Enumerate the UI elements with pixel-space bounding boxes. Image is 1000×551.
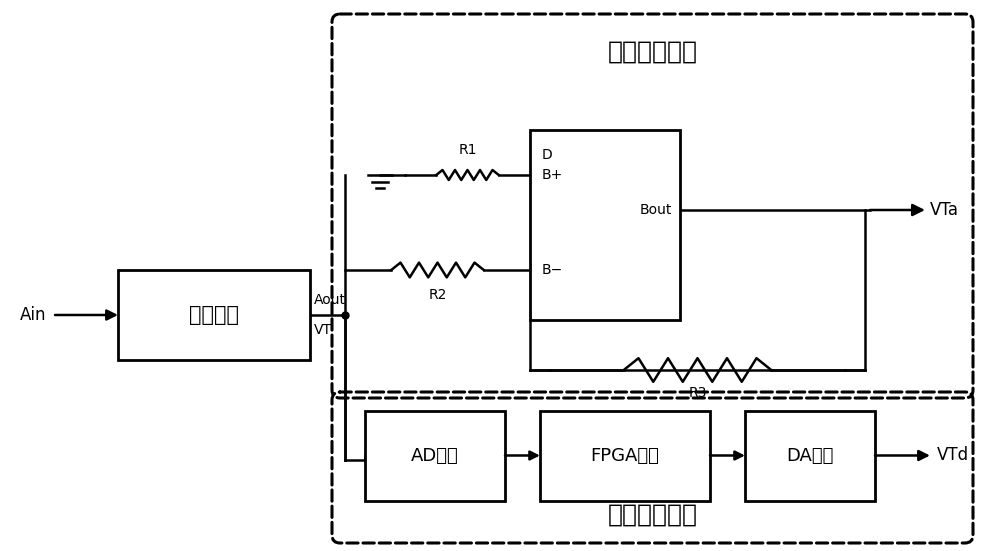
Text: Aout: Aout	[314, 293, 346, 307]
Bar	[745, 410, 875, 500]
Text: Bout: Bout	[640, 203, 672, 217]
Text: R1: R1	[458, 143, 477, 157]
Text: 模拟温补电路: 模拟温补电路	[608, 40, 698, 64]
Text: B+: B+	[542, 168, 563, 182]
Text: 数字温补电路: 数字温补电路	[608, 503, 698, 527]
Text: FPGA模块: FPGA模块	[591, 446, 659, 464]
Text: VTa: VTa	[930, 201, 959, 219]
Bar	[540, 410, 710, 500]
Text: D: D	[542, 148, 553, 162]
Text: VT: VT	[314, 323, 332, 337]
Text: DA模块: DA模块	[786, 446, 834, 464]
Text: 测温电路: 测温电路	[189, 305, 239, 325]
Text: R2: R2	[428, 288, 447, 302]
Text: VTd: VTd	[937, 446, 969, 464]
Bar	[118, 270, 310, 360]
Text: R3: R3	[688, 386, 707, 400]
Text: Ain: Ain	[20, 306, 46, 324]
Text: AD模块: AD模块	[411, 446, 459, 464]
Bar	[530, 130, 680, 320]
Text: B−: B−	[542, 263, 563, 277]
Bar	[365, 410, 505, 500]
